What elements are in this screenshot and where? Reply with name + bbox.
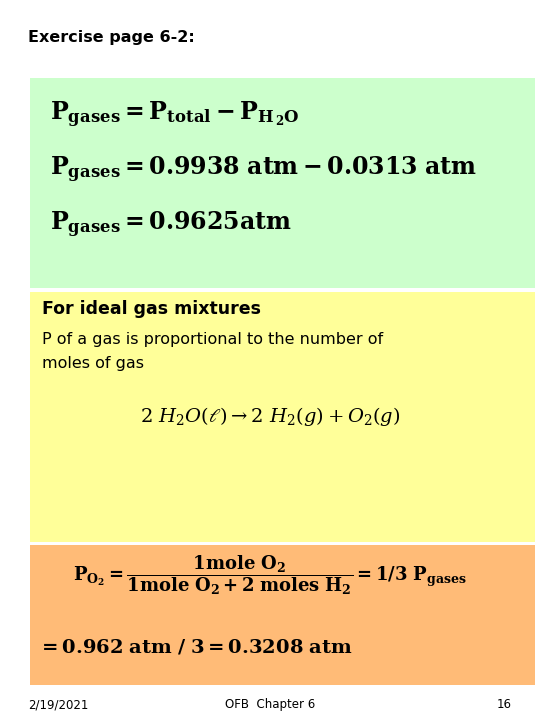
Text: $\mathbf{P_{gases} = 0.9938\ atm - 0.0313\ atm}$: $\mathbf{P_{gases} = 0.9938\ atm - 0.031… xyxy=(50,155,477,185)
Text: Exercise page 6-2:: Exercise page 6-2: xyxy=(28,30,195,45)
Text: OFB  Chapter 6: OFB Chapter 6 xyxy=(225,698,315,711)
Text: 16: 16 xyxy=(497,698,512,711)
FancyBboxPatch shape xyxy=(30,292,535,542)
Text: $\mathbf{P_{gases} = 0.9625atm}$: $\mathbf{P_{gases} = 0.9625atm}$ xyxy=(50,210,292,240)
Text: P of a gas is proportional to the number of: P of a gas is proportional to the number… xyxy=(42,332,383,347)
Text: $\mathbf{= 0.962\ atm\ /\ 3 = 0.3208\ atm}$: $\mathbf{= 0.962\ atm\ /\ 3 = 0.3208\ at… xyxy=(38,637,353,656)
Text: 2/19/2021: 2/19/2021 xyxy=(28,698,89,711)
Text: $2\ H_2O(\ell) \rightarrow 2\ H_2(g) + O_2(g)$: $2\ H_2O(\ell) \rightarrow 2\ H_2(g) + O… xyxy=(140,405,400,428)
Text: For ideal gas mixtures: For ideal gas mixtures xyxy=(42,300,261,318)
Text: moles of gas: moles of gas xyxy=(42,356,144,371)
FancyBboxPatch shape xyxy=(30,78,535,288)
Text: $\mathbf{P_{gases} = P_{total} - P_{H_{\,2}O}}$: $\mathbf{P_{gases} = P_{total} - P_{H_{\… xyxy=(50,100,299,130)
FancyBboxPatch shape xyxy=(30,545,535,685)
Text: $\mathbf{P_{O_2} = \dfrac{1mole\ O_2}{1mole\ O_2 + 2\ moles\ H_2} = 1/3\ P_{gase: $\mathbf{P_{O_2} = \dfrac{1mole\ O_2}{1m… xyxy=(73,553,467,597)
